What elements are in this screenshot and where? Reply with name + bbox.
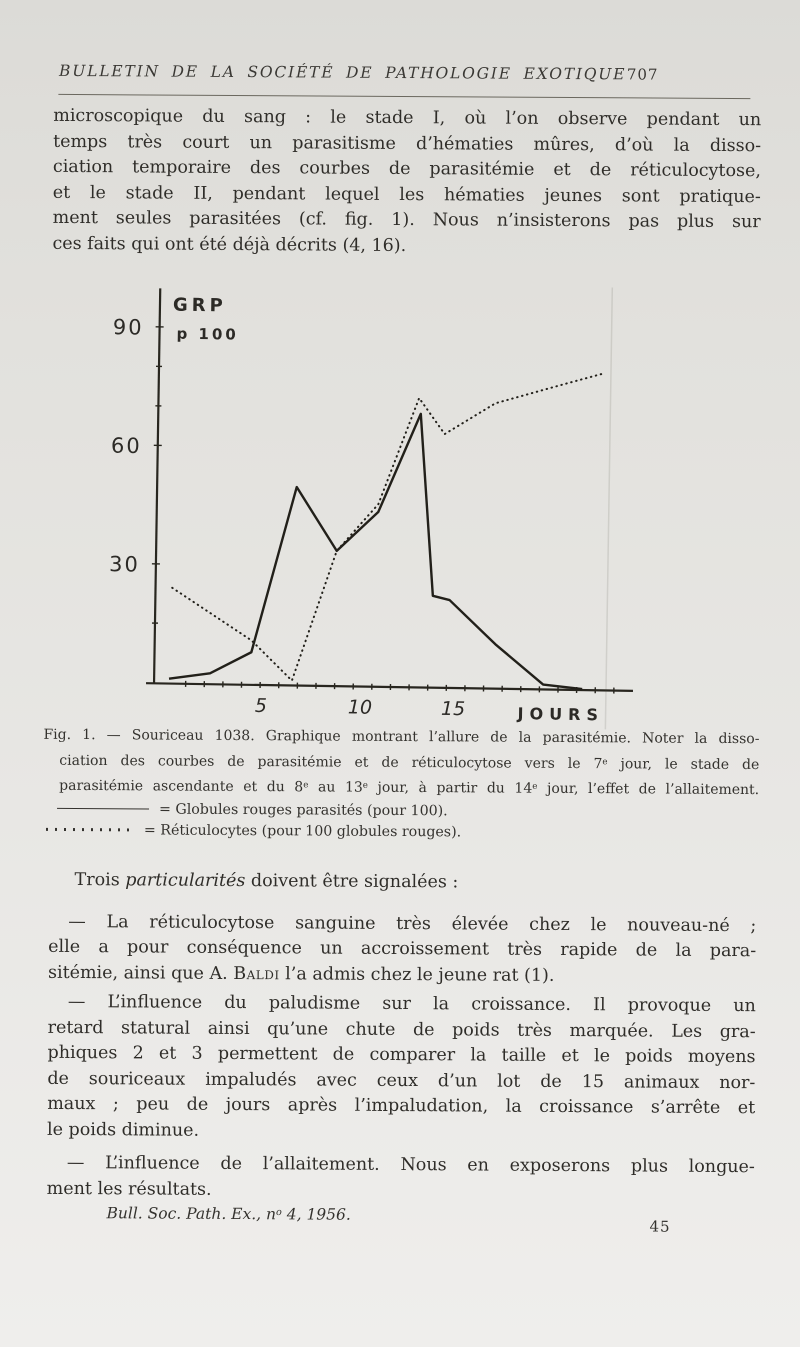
- text-line: Trois particularités doivent être signal…: [74, 870, 459, 893]
- legend-item: = Globules rouges parasités (pour 100).: [57, 798, 461, 821]
- figure-legend: = Globules rouges parasités (pour 100). …: [45, 798, 462, 842]
- y-tick-label: 30: [109, 552, 140, 576]
- section-heading: Trois particularités doivent être signal…: [49, 868, 757, 898]
- footer-journal-ref: Bull. Soc. Path. Ex., no 4, 1956.: [106, 1204, 350, 1231]
- x-tick-label: 10: [348, 696, 373, 718]
- y-axis: [152, 288, 162, 684]
- text-line: sitémie, ainsi que A. Baldi l’a admis ch…: [47, 962, 555, 986]
- text-line: — L’influence du paludisme sur la croiss…: [67, 991, 756, 1017]
- page-header: BULLETIN DE LA SOCIÉTÉ DE PATHOLOGIE EXO…: [58, 61, 659, 84]
- footer-signature-number: 45: [649, 1217, 671, 1236]
- scan-artifact-line: [604, 287, 614, 730]
- text-line: ment les résultats.: [46, 1178, 212, 1200]
- figure-caption: Fig. 1. — Souriceau 1038. Graphique mont…: [43, 724, 759, 803]
- figure-chart: 90 60 30 5 10 15 JOURS GRP p 100: [109, 287, 633, 730]
- series-line-solid: [168, 412, 583, 691]
- text-line: phiques 2 et 3 permettent de comparer la…: [47, 1042, 756, 1068]
- x-tick-label: 15: [441, 698, 466, 720]
- text-line: ciation temporaire des courbes de parasi…: [52, 156, 761, 182]
- journal-title: BULLETIN DE LA SOCIÉTÉ DE PATHOLOGIE EXO…: [59, 61, 627, 84]
- text-line: microscopique du sang : le stade I, où l…: [53, 105, 762, 131]
- text-line: maux ; peu de jours après l’impaludation…: [47, 1093, 756, 1119]
- text-line: ment seules parasitées (cf. fig. 1). Nou…: [52, 207, 761, 233]
- y-axis-title: GRP: [173, 295, 227, 317]
- text-line: le poids diminue.: [47, 1119, 200, 1141]
- legend-swatch-solid-line: [57, 807, 150, 810]
- x-tick-label: 5: [255, 695, 267, 717]
- legend-item: = Réticulocytes (pour 100 globules rouge…: [45, 819, 462, 843]
- paragraph-reticulocytose: — La réticulocytose sanguine très élevée…: [48, 909, 756, 990]
- text-line: — L’influence de l’allaitement. Nous en …: [66, 1152, 755, 1178]
- legend-swatch-dotted-line: [45, 828, 134, 832]
- legend-item-label: = Globules rouges parasités (pour 100).: [158, 801, 448, 819]
- y-axis-title: p 100: [176, 325, 239, 344]
- paragraph-allaitement: — L’influence de l’allaitement. Nous en …: [47, 1151, 755, 1206]
- intro-paragraph: microscopique du sang : le stade I, où l…: [52, 104, 761, 261]
- legend-item-label: = Réticulocytes (pour 100 globules rouge…: [143, 821, 462, 840]
- header-rule: [58, 93, 751, 100]
- text-line: ces faits qui ont été déjà décrits (4, 1…: [52, 233, 407, 256]
- text-line: Bull. Soc. Path. Ex., no 4, 1956.: [106, 1204, 351, 1224]
- page-number: 707: [626, 65, 659, 84]
- y-tick-label: 90: [113, 315, 144, 339]
- text-line: elle a pour conséquence un accroissement…: [48, 936, 757, 962]
- series-line-dotted: [171, 372, 605, 683]
- x-axis: [146, 682, 633, 692]
- paragraph-croissance: — L’influence du paludisme sur la croiss…: [47, 990, 756, 1147]
- y-tick-label: 60: [111, 434, 142, 458]
- body-text: Trois particularités doivent être signal…: [47, 868, 757, 1206]
- x-axis-title: JOURS: [516, 704, 604, 724]
